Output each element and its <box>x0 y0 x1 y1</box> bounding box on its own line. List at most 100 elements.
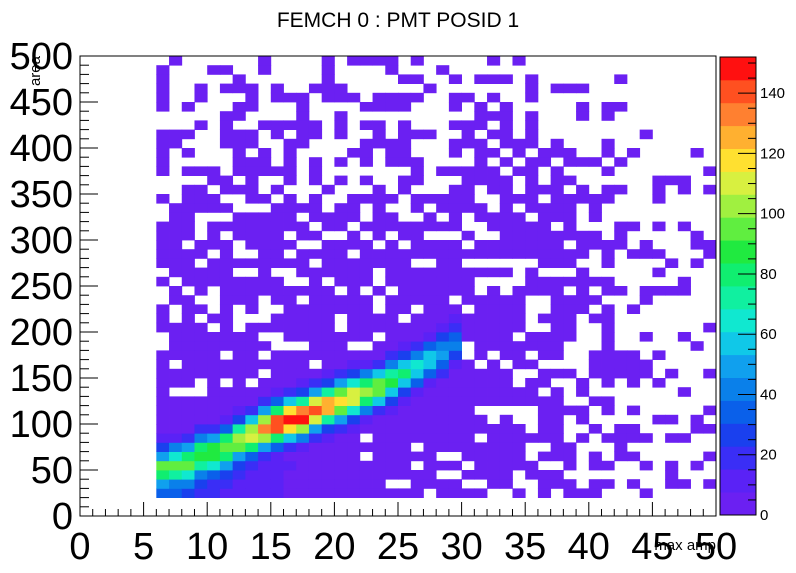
heatmap-cell <box>270 359 284 370</box>
heatmap-cell <box>436 368 450 379</box>
heatmap-cell <box>537 286 552 296</box>
heatmap-cell <box>181 341 195 351</box>
heatmap-cell <box>232 332 246 342</box>
heatmap-cell <box>690 341 704 351</box>
heatmap-cell <box>436 276 450 287</box>
heatmap-cell <box>169 240 183 250</box>
heatmap-cell <box>703 424 717 434</box>
heatmap-cell <box>499 350 513 360</box>
heatmap-cell <box>232 424 246 434</box>
heatmap-cell <box>334 341 348 351</box>
heatmap-cell <box>525 175 539 186</box>
heatmap-cell <box>296 313 310 324</box>
heatmap-cell <box>652 175 666 186</box>
heatmap-cell <box>474 120 488 130</box>
heatmap-cell <box>639 249 653 259</box>
heatmap-cell <box>487 479 501 489</box>
heatmap-cell <box>321 249 335 259</box>
heatmap-cell <box>270 414 284 425</box>
heatmap-cell <box>296 470 310 480</box>
heatmap-cell <box>219 405 234 416</box>
heatmap-cell <box>308 322 323 333</box>
heatmap-cell <box>169 332 183 342</box>
palette-tick-label: 0 <box>760 507 768 524</box>
palette-swatch <box>720 286 756 310</box>
heatmap-cell <box>258 120 272 130</box>
heatmap-cell <box>219 341 234 351</box>
heatmap-cell <box>321 92 335 103</box>
heatmap-cell <box>601 102 615 112</box>
heatmap-cell <box>270 258 284 268</box>
heatmap-cell <box>512 396 526 406</box>
heatmap-cell <box>487 221 501 232</box>
heatmap-cell <box>308 267 323 278</box>
heatmap-cell <box>181 249 195 259</box>
heatmap-cell <box>398 249 412 259</box>
heatmap-cell <box>550 83 564 94</box>
heatmap-cell <box>525 460 539 471</box>
heatmap-cell <box>181 230 195 241</box>
heatmap-cell <box>296 129 310 140</box>
heatmap-cell <box>601 148 615 158</box>
heatmap-cell <box>588 295 602 305</box>
palette-swatch <box>720 171 756 195</box>
heatmap-cell <box>461 433 475 443</box>
heatmap-cell <box>703 479 717 489</box>
palette-tick-label: 100 <box>760 206 785 223</box>
heatmap-cell <box>677 175 691 186</box>
heatmap-cell <box>359 194 373 204</box>
heatmap-cell <box>398 148 412 158</box>
heatmap-cell <box>181 405 195 416</box>
heatmap-cell <box>512 460 526 471</box>
heatmap-cell <box>270 120 284 130</box>
heatmap-cell <box>169 230 183 241</box>
heatmap-cell <box>652 194 666 204</box>
heatmap-cell <box>512 194 526 204</box>
heatmap-cell <box>372 470 386 480</box>
heatmap-cell <box>245 359 259 370</box>
heatmap-cell <box>321 405 335 416</box>
heatmap-cell <box>219 221 234 232</box>
heatmap-cell <box>461 387 475 397</box>
heatmap-cell <box>296 424 310 434</box>
heatmap-cell <box>461 203 475 213</box>
heatmap-cell <box>181 332 195 342</box>
heatmap-cell <box>270 424 284 434</box>
heatmap-cell <box>410 359 424 370</box>
heatmap-cell <box>461 129 475 140</box>
heatmap-cell <box>499 249 513 259</box>
heatmap-cell <box>308 442 323 452</box>
heatmap-cell <box>499 175 513 186</box>
heatmap-cell <box>219 83 234 94</box>
heatmap-cell <box>626 405 641 416</box>
heatmap-cell <box>347 267 361 278</box>
heatmap-cell <box>550 286 564 296</box>
heatmap-cell <box>334 451 348 462</box>
heatmap-cell <box>181 267 195 278</box>
heatmap-cell <box>283 286 297 296</box>
heatmap-cell <box>525 378 539 388</box>
heatmap-cell <box>207 175 221 186</box>
heatmap-cell <box>219 424 234 434</box>
heatmap-cell <box>601 396 615 406</box>
heatmap-cell <box>385 313 399 324</box>
heatmap-cell <box>537 451 552 462</box>
heatmap-cell <box>601 194 615 204</box>
heatmap-cell <box>232 442 246 452</box>
heatmap-cell <box>448 212 462 222</box>
palette-swatch <box>720 194 756 218</box>
heatmap-cell <box>308 286 323 296</box>
heatmap-cell <box>270 433 284 443</box>
heatmap-cell <box>194 249 208 259</box>
heatmap-cell <box>487 359 501 370</box>
heatmap-cell <box>690 230 704 241</box>
heatmap-cell <box>232 479 246 489</box>
heatmap-cell <box>690 424 704 434</box>
heatmap-cell <box>550 295 564 305</box>
heatmap-cell <box>270 276 284 287</box>
heatmap-cell <box>270 286 284 296</box>
heatmap-cell <box>156 424 170 434</box>
heatmap-cell <box>423 350 437 360</box>
heatmap-cell <box>576 488 590 498</box>
heatmap-cell <box>436 488 450 498</box>
